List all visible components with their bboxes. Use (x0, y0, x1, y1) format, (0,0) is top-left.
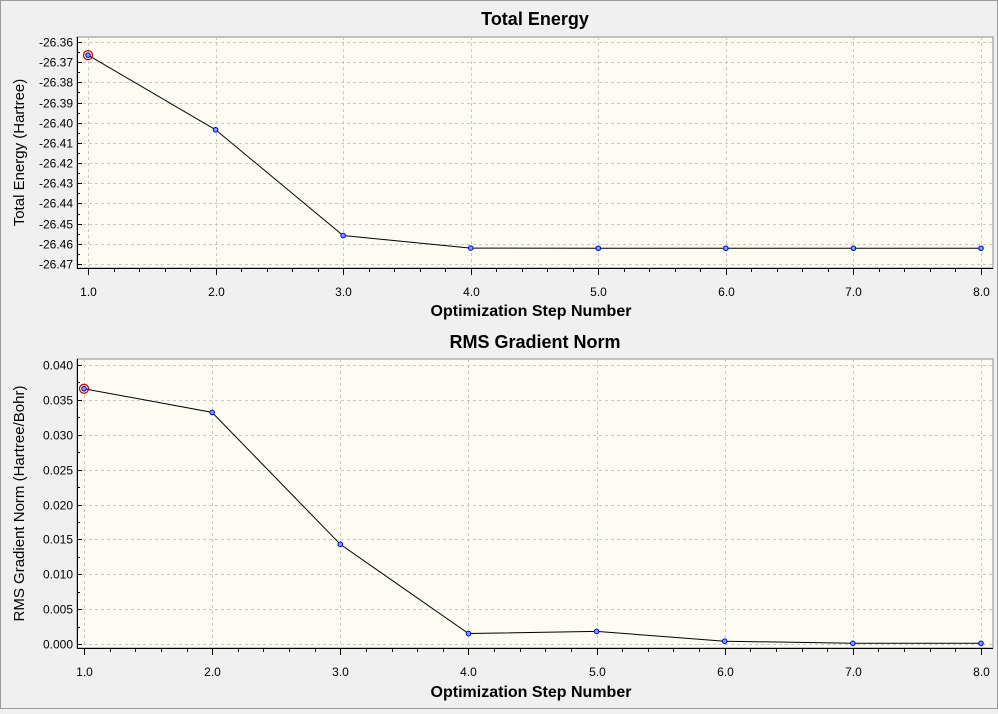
x-tick-label: 6.0 (718, 285, 735, 299)
x-tick-label: 8.0 (973, 285, 990, 299)
chart-total-energy: -26.36 -26.37 -26.38 -26.39 -26.40 -26.41 -26.… (11, 9, 994, 320)
y-tick-label: -26.47 (39, 258, 73, 272)
x-tick-label: 5.0 (589, 665, 606, 679)
y-tick-label: -26.42 (39, 157, 73, 171)
x-tick-label: 8.0 (973, 665, 990, 679)
x-tick-label: 2.0 (208, 285, 225, 299)
y-tick-label: 0.020 (43, 499, 73, 513)
y-tick-label: -26.39 (39, 97, 73, 111)
x-tick-label: 3.0 (335, 285, 352, 299)
x-axis-label: Optimization Step Number (431, 684, 632, 701)
chart-rms-gradient-norm: 0.040 0.035 0.030 0.025 0.020 0.015 0.010 0.005… (11, 332, 994, 701)
data-point (723, 245, 729, 252)
data-point (850, 245, 857, 252)
y-tick-label: -26.36 (39, 36, 73, 50)
data-point (721, 638, 728, 645)
y-tick-label: 0.025 (43, 464, 73, 478)
x-tick-label: 7.0 (845, 285, 862, 299)
data-point (850, 640, 856, 647)
data-point (340, 232, 346, 239)
x-tick-label: 4.0 (460, 665, 477, 679)
x-tick-label: 1.0 (76, 665, 93, 679)
y-axis-label: Total Energy (Hartree) (11, 79, 28, 227)
data-point (467, 245, 474, 251)
y-tick-label: 0.030 (43, 429, 73, 443)
data-point (209, 409, 215, 416)
y-tick-label: 0.040 (43, 359, 73, 373)
data-point (593, 628, 600, 635)
plot-area (76, 36, 994, 269)
data-point (978, 245, 984, 252)
y-tick-label: 0.015 (43, 533, 73, 547)
data-point (212, 126, 219, 133)
x-tick-label: 5.0 (590, 285, 607, 299)
x-tick-label: 4.0 (463, 285, 480, 299)
y-tick-label: -26.45 (39, 218, 73, 232)
chart-title: RMS Gradient Norm (449, 332, 620, 352)
y-tick-label: 0.035 (43, 394, 73, 408)
chart-title: Total Energy (481, 9, 589, 29)
selected-point-marker (78, 383, 90, 394)
y-axis-label: RMS Gradient Norm (Hartree/Bohr) (11, 386, 28, 622)
series-line (87, 54, 981, 249)
x-tick-label: 1.0 (80, 285, 97, 299)
y-tick-label: -26.44 (39, 197, 73, 211)
y-tick-label: 0.005 (43, 603, 73, 617)
plot-area (76, 358, 994, 649)
x-axis-label: Optimization Step Number (431, 303, 632, 320)
x-tick-label: 7.0 (845, 665, 862, 679)
y-tick-label: -26.43 (39, 177, 73, 191)
x-tick-label: 6.0 (717, 665, 734, 679)
x-tick-label: 3.0 (332, 665, 349, 679)
series-line (83, 388, 981, 644)
data-point (81, 385, 87, 392)
x-tick-label: 2.0 (204, 665, 221, 679)
data-point (337, 541, 344, 548)
data-point (595, 245, 602, 252)
y-tick-label: -26.46 (39, 238, 73, 252)
y-tick-label: -26.40 (39, 117, 73, 131)
data-point (85, 52, 91, 58)
y-tick-label: -26.37 (39, 56, 73, 70)
y-tick-label: -26.41 (39, 137, 73, 151)
y-tick-label: 0.010 (43, 568, 73, 582)
data-point (978, 640, 984, 647)
y-tick-label: -26.38 (39, 76, 73, 90)
selected-point-marker (82, 50, 94, 61)
data-point (465, 630, 472, 637)
y-tick-label: 0.000 (43, 638, 73, 652)
